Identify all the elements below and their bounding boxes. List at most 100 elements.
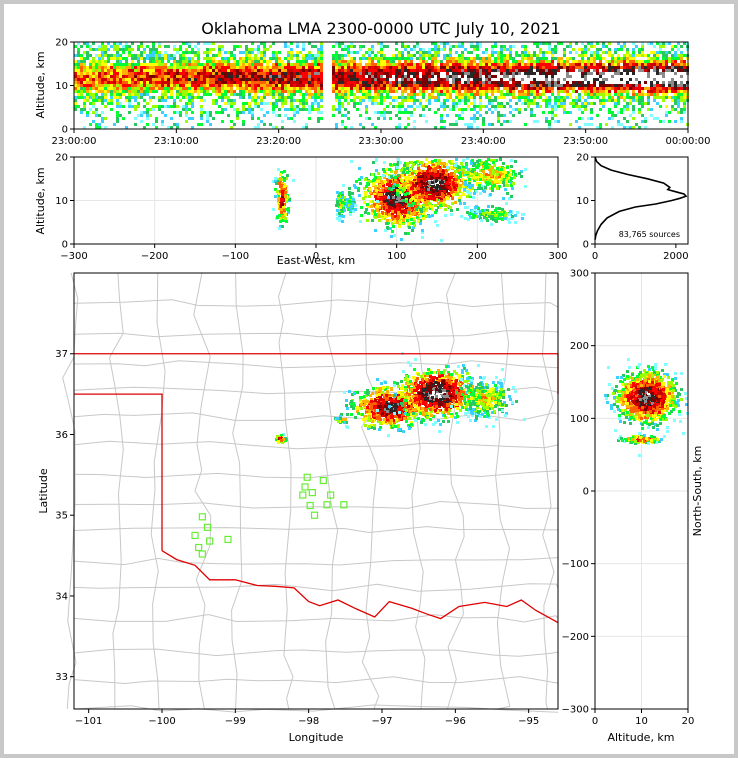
- source-density-cell: [569, 102, 572, 105]
- source-density-cell: [224, 81, 227, 84]
- source-density-cell: [653, 57, 656, 60]
- source-density-cell: [608, 60, 611, 63]
- source-density-cell: [596, 114, 599, 117]
- source-density-cell: [116, 42, 119, 45]
- source-density-cell: [455, 93, 458, 96]
- source-density-cell: [92, 75, 95, 78]
- source-density-cell: [224, 66, 227, 69]
- source-density-cell: [401, 105, 404, 108]
- source-density-cell: [197, 54, 200, 57]
- source-density-cell: [242, 96, 245, 99]
- source-density-cell: [203, 93, 206, 96]
- source-density-cell: [137, 69, 140, 72]
- source-density-cell: [285, 177, 288, 180]
- source-density-cell: [338, 72, 341, 75]
- source-density-cell: [581, 63, 584, 66]
- source-density-cell: [644, 87, 647, 90]
- source-density-cell: [110, 87, 113, 90]
- source-density-cell: [542, 54, 545, 57]
- source-density-cell: [272, 84, 275, 87]
- source-density-cell: [443, 93, 446, 96]
- source-density-cell: [641, 84, 644, 87]
- source-density-cell: [608, 54, 611, 57]
- source-density-cell: [203, 99, 206, 102]
- source-density-cell: [449, 96, 452, 99]
- source-density-cell: [116, 96, 119, 99]
- source-density-cell: [245, 57, 248, 60]
- source-density-cell: [404, 45, 407, 48]
- source-density-cell: [479, 45, 482, 48]
- source-density-cell: [431, 81, 434, 84]
- source-density-cell: [524, 66, 527, 69]
- source-density-cell: [203, 66, 206, 69]
- source-density-cell: [617, 99, 620, 102]
- source-density-cell: [89, 84, 92, 87]
- source-density-cell: [314, 96, 317, 99]
- source-density-cell: [380, 60, 383, 63]
- source-density-cell: [473, 69, 476, 72]
- source-density-cell: [539, 93, 542, 96]
- source-density-cell: [554, 96, 557, 99]
- source-density-cell: [77, 72, 80, 75]
- source-density-cell: [191, 87, 194, 90]
- source-density-cell: [509, 63, 512, 66]
- source-density-cell: [434, 204, 437, 207]
- source-density-cell: [530, 81, 533, 84]
- source-density-cell: [317, 93, 320, 96]
- source-density-cell: [80, 69, 83, 72]
- source-density-cell: [407, 99, 410, 102]
- source-density-cell: [287, 96, 290, 99]
- source-density-cell: [497, 81, 500, 84]
- source-density-cell: [380, 51, 383, 54]
- source-density-cell: [146, 63, 149, 66]
- source-density-cell: [488, 81, 491, 84]
- source-density-cell: [554, 57, 557, 60]
- source-density-cell: [617, 69, 620, 72]
- source-density-cell: [638, 60, 641, 63]
- source-density-cell: [524, 63, 527, 66]
- source-density-cell: [485, 87, 488, 90]
- source-density-cell: [425, 78, 428, 81]
- source-density-cell: [632, 66, 635, 69]
- source-density-cell: [188, 51, 191, 54]
- source-density-cell: [620, 96, 623, 99]
- source-density-cell: [200, 69, 203, 72]
- source-density-cell: [386, 69, 389, 72]
- source-density-cell: [446, 69, 449, 72]
- source-density-cell: [146, 90, 149, 93]
- source-density-cell: [500, 78, 503, 81]
- source-density-cell: [434, 84, 437, 87]
- source-density-cell: [404, 57, 407, 60]
- source-density-cell: [77, 87, 80, 90]
- source-density-cell: [191, 48, 194, 51]
- source-density-cell: [185, 48, 188, 51]
- source-density-cell: [287, 63, 290, 66]
- source-density-cell: [473, 87, 476, 90]
- source-density-cell: [422, 69, 425, 72]
- source-density-cell: [677, 102, 680, 105]
- source-density-cell: [149, 99, 152, 102]
- source-density-cell: [386, 209, 389, 212]
- source-density-cell: [134, 78, 137, 81]
- source-density-cell: [653, 87, 656, 90]
- source-density-cell: [401, 99, 404, 102]
- source-density-cell: [335, 51, 338, 54]
- source-density-cell: [497, 60, 500, 63]
- source-density-cell: [200, 66, 203, 69]
- source-density-cell: [320, 90, 323, 93]
- source-density-cell: [224, 87, 227, 90]
- source-density-cell: [224, 63, 227, 66]
- source-density-cell: [278, 78, 281, 81]
- source-density-cell: [131, 84, 134, 87]
- source-density-cell: [110, 72, 113, 75]
- source-density-cell: [206, 93, 209, 96]
- source-density-cell: [335, 60, 338, 63]
- source-density-cell: [275, 51, 278, 54]
- source-density-cell: [626, 60, 629, 63]
- source-density-cell: [491, 78, 494, 81]
- source-density-cell: [140, 114, 143, 117]
- source-density-cell: [311, 78, 314, 81]
- source-density-cell: [449, 87, 452, 90]
- source-density-cell: [650, 75, 653, 78]
- source-density-cell: [194, 87, 197, 90]
